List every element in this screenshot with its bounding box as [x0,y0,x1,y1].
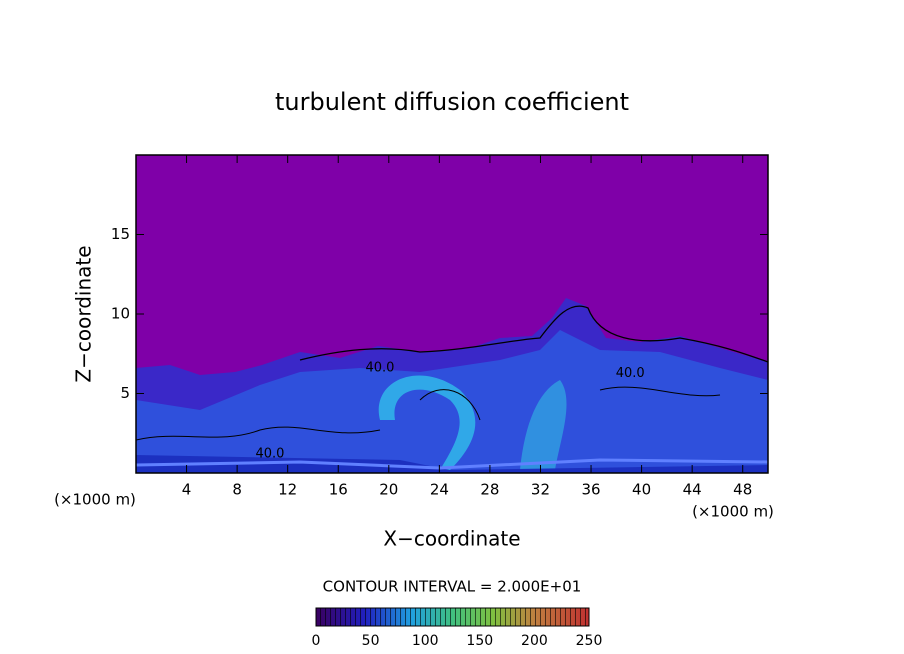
contour-label: 40.0 [256,446,285,461]
x-tick-label: 40 [632,481,651,499]
field [136,298,768,473]
x-tick-label: 24 [430,481,449,499]
y-tick-label: 10 [111,305,130,323]
contour-label: 40.0 [616,366,645,381]
x-tick-label: 28 [480,481,499,499]
colorbar-tick-label: 150 [466,633,493,649]
colorbar-tick-label: 50 [362,633,380,649]
y-unit-label: (×1000 m) [54,491,136,509]
colorbar-tick-label: 250 [576,633,603,649]
contour-line [299,305,768,363]
x-axis-label: X−coordinate [383,527,520,551]
contour-label: 40.0 [365,361,394,376]
x-tick-label: 8 [232,481,242,499]
field-swirl [378,375,476,470]
x-tick-label: 16 [329,481,348,499]
colorbar-tick-label: 100 [412,633,439,649]
contour-line [136,386,721,441]
x-tick-label: 32 [531,481,550,499]
y-tick-label: 15 [111,225,130,243]
chart-title: turbulent diffusion coefficient [275,88,629,116]
y-tick-label: 5 [120,384,130,402]
x-unit-label: (×1000 m) [692,503,774,521]
y-axis-label: Z−coordinate [72,245,96,382]
x-tick-label: 4 [182,481,192,499]
colorbar-tick-label: 0 [312,633,321,649]
colorbar-tick-label: 200 [521,633,548,649]
field-region [136,455,768,473]
field-band [136,458,768,470]
x-tick-label: 20 [379,481,398,499]
contour-interval: CONTOUR INTERVAL = 2.000E+01 [323,578,582,596]
field-plume [520,380,567,470]
x-tick-label: 48 [733,481,752,499]
x-tick-label: 44 [683,481,702,499]
colorbar-frame [315,607,590,627]
colorbar-levels [316,608,589,626]
x-tick-label: 36 [581,481,600,499]
x-tick-label: 12 [278,481,297,499]
